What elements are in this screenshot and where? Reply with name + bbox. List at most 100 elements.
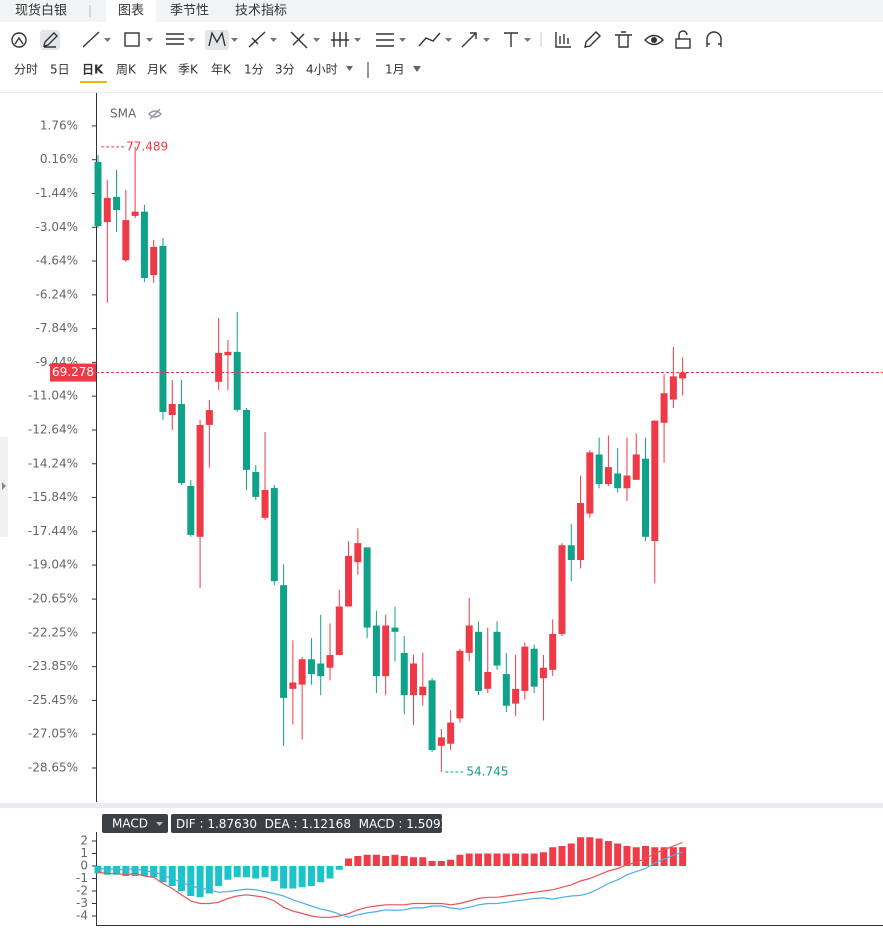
indicator-eye[interactable] <box>148 108 162 120</box>
period[interactable]: 月K <box>147 63 168 77</box>
macd-bar <box>280 866 288 889</box>
candle-body <box>354 543 362 563</box>
tab[interactable]: 图表 <box>118 4 144 19</box>
candle-body <box>140 211 148 278</box>
y-tick-label: -1 <box>76 871 88 885</box>
macd-bar <box>252 866 260 879</box>
candle-body <box>159 245 167 413</box>
candle-body <box>642 458 650 537</box>
toolbar <box>11 30 722 50</box>
y-tick-label: 1 <box>80 846 88 860</box>
high-label: 77.489 <box>126 139 168 153</box>
candle-body <box>233 351 241 410</box>
candle-body <box>512 688 520 704</box>
status-name: DEA <box>265 817 291 831</box>
candle-body <box>280 585 288 698</box>
candle-body <box>289 682 297 689</box>
tool-icon[interactable] <box>555 32 571 48</box>
candle-body <box>113 196 121 210</box>
period[interactable]: 1分 <box>244 63 264 77</box>
macd-bar <box>103 866 111 875</box>
period[interactable]: 年K <box>211 63 232 77</box>
last-price-tag <box>50 363 96 382</box>
tool-icon[interactable] <box>40 30 60 50</box>
tool-icon[interactable] <box>504 32 542 47</box>
tool-icon[interactable] <box>461 32 490 48</box>
status-value: 1.12168 <box>301 817 351 831</box>
tab[interactable]: 现货白银 <box>15 3 67 19</box>
candle-body <box>150 246 158 276</box>
macd-bar <box>335 866 343 870</box>
macd-bar <box>642 846 650 866</box>
tab-bar <box>0 0 883 22</box>
tool-icon[interactable] <box>331 32 361 47</box>
candle-body <box>131 211 139 216</box>
candle-body <box>215 352 223 382</box>
candle-body <box>493 631 501 666</box>
macd-bar <box>94 866 102 874</box>
tool-icon[interactable] <box>11 32 27 48</box>
macd-bar <box>447 859 455 866</box>
period[interactable]: 3分 <box>275 63 295 77</box>
candle-body <box>577 503 585 561</box>
y-tick-label: -2 <box>76 884 88 898</box>
y-tick-label: -28.65% <box>28 761 78 775</box>
period[interactable]: 周K <box>116 63 137 77</box>
macd-bar <box>549 847 557 866</box>
macd-bar <box>382 856 390 866</box>
range[interactable]: 1月 <box>385 63 405 77</box>
y-tick-label: -19.04% <box>28 558 78 572</box>
candle-body <box>270 488 278 582</box>
candle-body <box>391 627 399 632</box>
macd-selector-label: MACD <box>112 817 148 831</box>
y-tick-label: -7.84% <box>36 321 78 335</box>
candle-body <box>345 555 353 607</box>
macd-bar <box>196 866 204 898</box>
tool-icon[interactable] <box>418 32 452 47</box>
period[interactable]: 分时 <box>14 63 38 77</box>
tool-icon[interactable] <box>166 33 195 45</box>
candle-body <box>382 625 390 677</box>
macd-selector[interactable] <box>102 814 168 833</box>
tool-icon[interactable] <box>124 32 153 47</box>
tool-icon[interactable] <box>675 30 691 49</box>
candle-body <box>410 663 418 696</box>
macd-bar <box>113 866 121 875</box>
tool-icon[interactable] <box>290 31 320 49</box>
macd-bar <box>632 847 640 866</box>
status-name: MACD <box>359 817 395 831</box>
y-tick-label: 0.16% <box>40 152 78 166</box>
candle-body <box>317 663 325 677</box>
macd-bar <box>530 853 538 866</box>
tool-icon[interactable] <box>706 31 722 47</box>
tool-icon[interactable] <box>205 30 238 50</box>
candle-body <box>363 547 371 628</box>
macd-bar <box>567 843 575 866</box>
macd-bar <box>372 854 380 866</box>
period[interactable]: 5日 <box>50 63 70 77</box>
tab[interactable]: 季节性 <box>170 4 209 19</box>
period[interactable]: 日K <box>82 63 104 77</box>
tool-icon[interactable] <box>615 31 632 48</box>
period[interactable]: 季K <box>178 63 199 77</box>
side-collapse-arrow <box>2 482 6 490</box>
candle-body <box>224 351 232 356</box>
macd-bar <box>391 854 399 866</box>
macd-bar <box>502 853 510 866</box>
macd-bar <box>317 866 325 883</box>
macd-bar <box>660 847 668 866</box>
candle-body <box>623 475 631 489</box>
period[interactable]: 4小时 <box>306 63 338 77</box>
y-tick-label: -27.05% <box>28 727 78 741</box>
y-tick-label: -3 <box>76 896 88 910</box>
tool-icon[interactable] <box>584 31 601 48</box>
tool-icon[interactable] <box>644 34 664 46</box>
tool-icon[interactable] <box>376 33 406 47</box>
tab[interactable]: 技术指标 <box>235 4 287 19</box>
macd-bar <box>465 853 473 866</box>
candle-body <box>521 646 529 691</box>
tool-icon[interactable] <box>248 31 277 48</box>
candle-body <box>122 220 130 261</box>
tool-icon[interactable] <box>82 31 111 48</box>
macd-bar <box>651 847 659 866</box>
